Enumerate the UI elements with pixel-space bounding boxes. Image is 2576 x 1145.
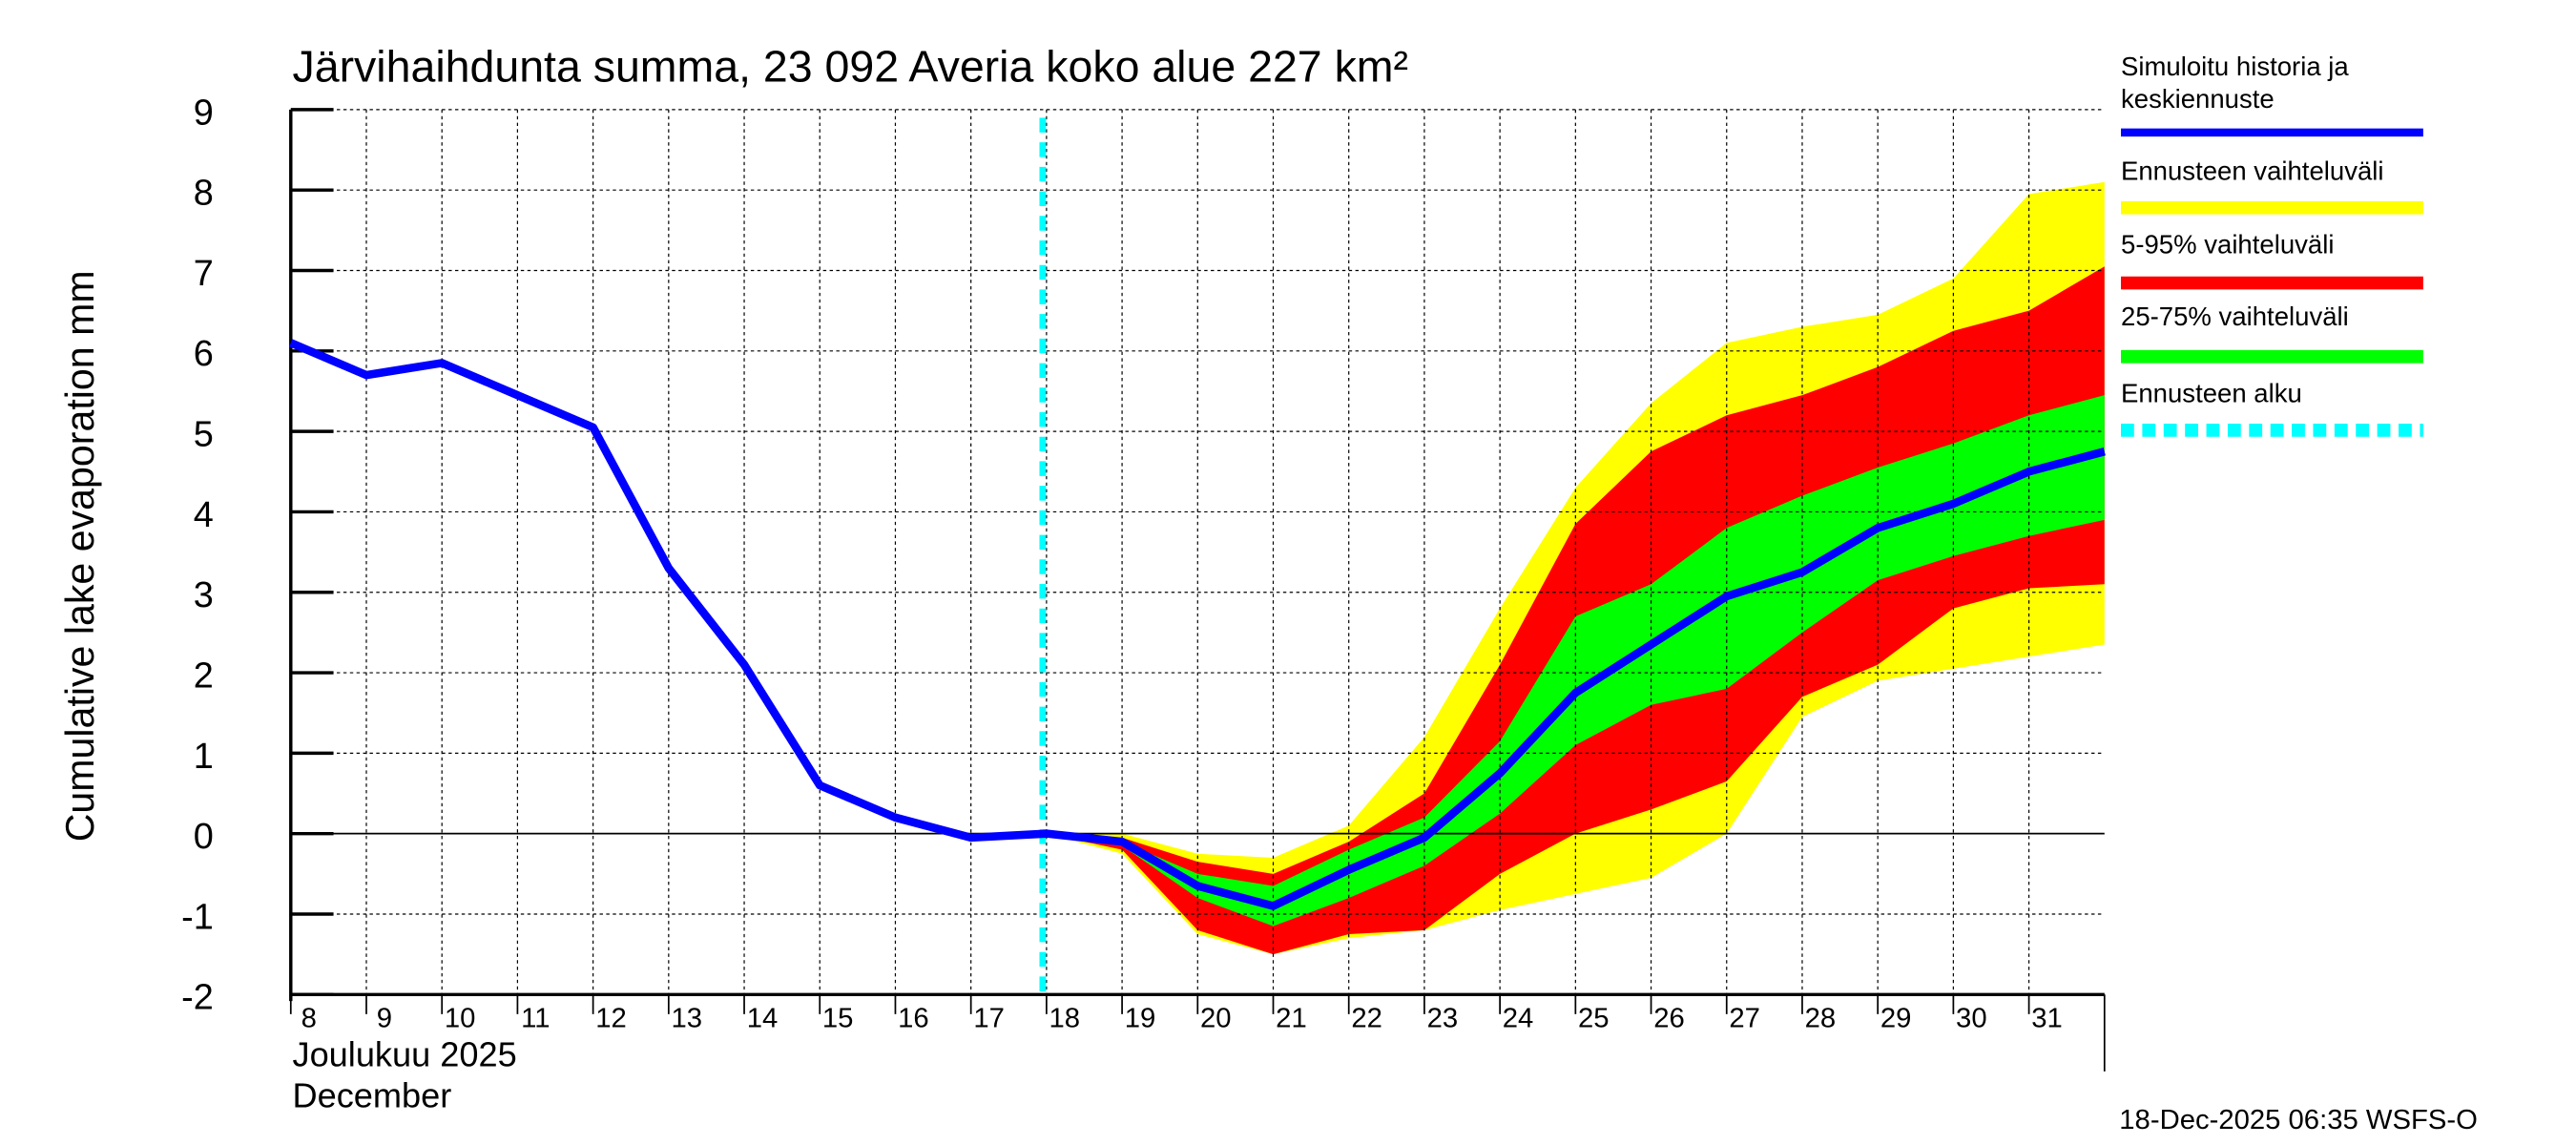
- x-tick-label: 14: [747, 1004, 779, 1034]
- y-tick-label: 2: [194, 656, 214, 697]
- x-tick-label: 24: [1503, 1004, 1534, 1034]
- x-axis-label-fi: Joulukuu 2025: [293, 1035, 517, 1074]
- x-tick-label: 29: [1880, 1004, 1912, 1034]
- x-tick-label: 18: [1049, 1004, 1081, 1034]
- x-tick-label: 25: [1578, 1004, 1610, 1034]
- footer-timestamp: 18-Dec-2025 06:35 WSFS-O: [2119, 1105, 2478, 1135]
- x-tick-label: 11: [521, 1004, 550, 1034]
- x-tick-label: 28: [1805, 1004, 1837, 1034]
- y-tick-label: 0: [194, 817, 214, 857]
- x-tick-label: 12: [595, 1004, 627, 1034]
- x-tick-label: 20: [1200, 1004, 1232, 1034]
- x-tick-label: 13: [671, 1004, 702, 1034]
- x-tick-label: 8: [301, 1004, 317, 1034]
- x-tick-label: 27: [1729, 1004, 1760, 1034]
- median-line: [289, 339, 2106, 910]
- y-tick-label: -2: [181, 978, 214, 1018]
- legend-label: 5-95% vaihteluväli: [2121, 230, 2334, 260]
- y-tick-label: 4: [194, 495, 214, 535]
- x-tick-label: 31: [2031, 1004, 2063, 1034]
- y-tick-label: 5: [194, 415, 214, 455]
- x-tick-label: 17: [973, 1004, 1005, 1034]
- p5-95-band-red: [1046, 266, 2105, 955]
- y-tick-label: 1: [194, 737, 214, 777]
- x-tick-label: 30: [1956, 1004, 1987, 1034]
- x-tick-label: 19: [1125, 1004, 1156, 1034]
- x-tick-label: 22: [1351, 1004, 1382, 1034]
- x-tick-label: 21: [1276, 1004, 1307, 1034]
- x-tick-label: 10: [445, 1004, 476, 1034]
- x-tick-label: 9: [377, 1004, 392, 1034]
- x-axis-label-en: December: [293, 1076, 452, 1115]
- y-tick-label: 6: [194, 334, 214, 374]
- y-tick-label: 7: [194, 254, 214, 294]
- x-tick-label: 23: [1427, 1004, 1459, 1034]
- y-tick-label: 3: [194, 575, 214, 615]
- legend-label: Ennusteen vaihteluväli: [2121, 156, 2384, 186]
- x-tick-label: 15: [822, 1004, 854, 1034]
- y-axis-label: Cumulative lake evaporation mm: [58, 270, 102, 842]
- x-tick-label: 16: [898, 1004, 929, 1034]
- y-tick-label: 8: [194, 174, 214, 214]
- y-tick-label: 9: [194, 93, 214, 133]
- chart-title: Järvihaihdunta summa, 23 092 Averia koko…: [293, 42, 1409, 92]
- y-tick-label: -1: [181, 897, 214, 937]
- legend-label: Simuloitu historia ja keskiennuste: [2121, 52, 2349, 114]
- legend-label: 25-75% vaihteluväli: [2121, 302, 2349, 331]
- x-tick-label: 26: [1653, 1004, 1685, 1034]
- legend-label: Ennusteen alku: [2121, 379, 2302, 408]
